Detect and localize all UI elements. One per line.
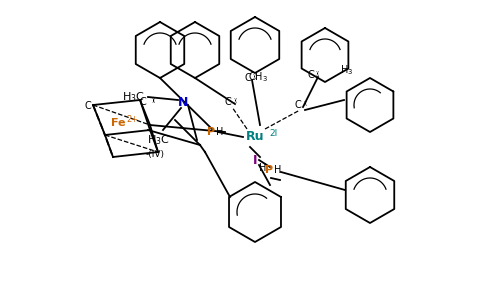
Text: Ru: Ru <box>246 130 264 143</box>
Text: 2+: 2+ <box>126 115 138 124</box>
Text: P: P <box>265 165 273 175</box>
Text: 2I: 2I <box>269 128 277 137</box>
Text: H: H <box>216 127 224 137</box>
Text: C: C <box>244 73 251 83</box>
Text: H$_3$C: H$_3$C <box>147 133 169 147</box>
Text: C: C <box>295 100 302 110</box>
Text: C: C <box>85 101 91 111</box>
Text: $^{(\!\!\/\!\!)}$: $^{(\!\!\/\!\!)}$ <box>316 70 320 80</box>
Text: C: C <box>308 70 315 80</box>
Text: CH$_3$: CH$_3$ <box>248 70 268 84</box>
Text: -(IV): -(IV) <box>146 151 165 160</box>
Text: I: I <box>253 154 257 166</box>
Text: H$_3$C: H$_3$C <box>121 90 144 104</box>
Text: N: N <box>178 95 188 109</box>
Text: C: C <box>225 97 231 107</box>
Text: $^{(\!\!\/\!\!)}$: $^{(\!\!\/\!\!)}$ <box>253 74 257 82</box>
Text: $^{(\!\!\/\!\!)}$: $^{(\!\!\/\!\!)}$ <box>234 98 238 106</box>
Text: P: P <box>207 127 215 137</box>
Text: H: H <box>274 165 281 175</box>
Text: H$_3$: H$_3$ <box>340 63 353 77</box>
Text: $^{(\!\!\/\!\!)}$: $^{(\!\!\/\!\!)}$ <box>152 98 156 106</box>
Text: C: C <box>139 97 146 107</box>
Text: Fe: Fe <box>111 118 125 128</box>
Text: $^{(\!\!\/\!\!)}$: $^{(\!\!\/\!\!)}$ <box>304 100 308 109</box>
Text: H: H <box>259 163 267 173</box>
